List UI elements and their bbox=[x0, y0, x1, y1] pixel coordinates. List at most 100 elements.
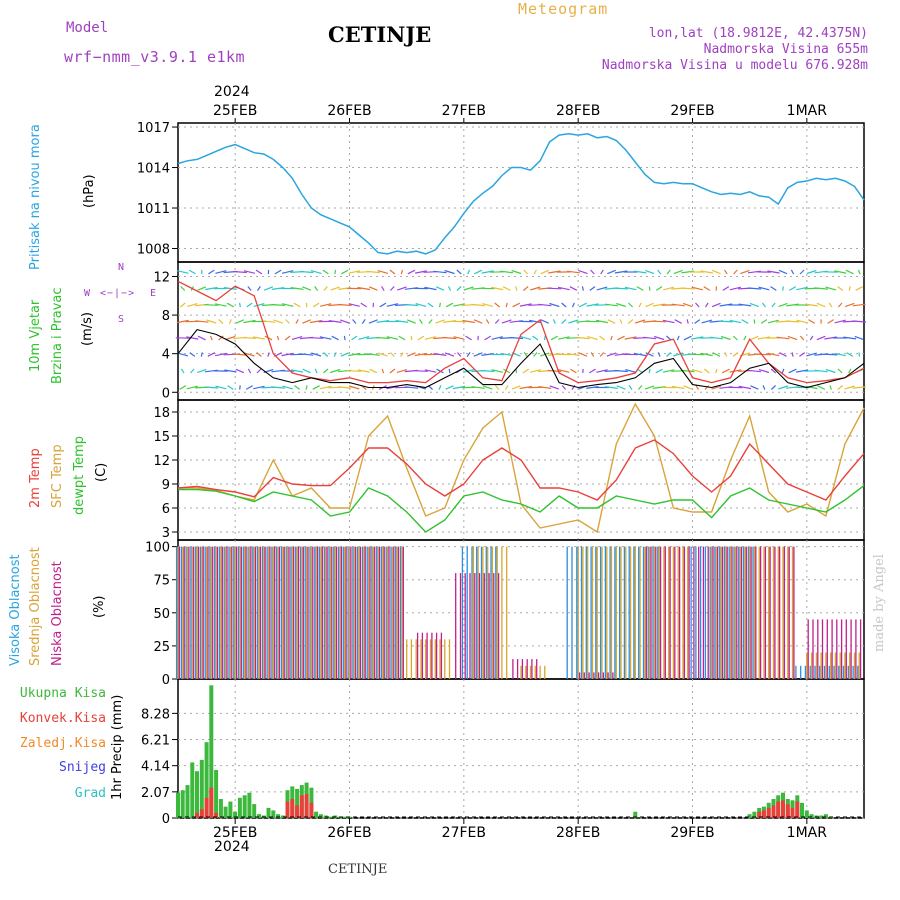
panel-frame bbox=[177, 399, 865, 541]
wind-barb bbox=[686, 319, 689, 324]
wind-barb bbox=[788, 286, 797, 291]
legend-frozen-rain: Zaledj.Kisa bbox=[19, 736, 106, 751]
wind-barb bbox=[700, 352, 713, 357]
wind-barb bbox=[718, 320, 733, 323]
wind-barb bbox=[523, 286, 529, 291]
wind-barb bbox=[607, 269, 616, 275]
wind-barb bbox=[808, 319, 816, 324]
wind-barb bbox=[581, 286, 584, 291]
wind-barb bbox=[226, 302, 235, 308]
wind-barb bbox=[657, 269, 662, 275]
y-tick-label: 18 bbox=[153, 406, 170, 421]
precip-bar-total bbox=[314, 811, 319, 818]
wind-barb bbox=[715, 368, 718, 374]
wind-barb bbox=[360, 302, 368, 308]
wind-barb bbox=[243, 319, 256, 324]
wind-barb bbox=[589, 286, 596, 291]
wind-barb bbox=[790, 269, 795, 275]
wind-barb bbox=[691, 369, 703, 373]
wind-barb bbox=[614, 369, 628, 373]
wind-barb bbox=[299, 270, 314, 274]
y-tick-label: 12 bbox=[153, 454, 170, 469]
wind-barb bbox=[816, 335, 826, 341]
wind-barb bbox=[576, 336, 590, 340]
wind-barb bbox=[666, 269, 671, 275]
wind-barb bbox=[341, 269, 349, 275]
wind-barb bbox=[381, 368, 385, 374]
wind-barb bbox=[663, 286, 675, 291]
compass-rose: N W E S <−|−> bbox=[84, 262, 164, 328]
precip-bar-total bbox=[328, 816, 333, 818]
wind-barb bbox=[290, 369, 304, 373]
wind-barb bbox=[188, 269, 196, 275]
wind-barb bbox=[456, 269, 462, 275]
wind-barb bbox=[378, 352, 388, 357]
wind-barb bbox=[729, 369, 742, 373]
wind-barb bbox=[633, 270, 647, 274]
precip-bar-total bbox=[266, 807, 271, 818]
wind-barb bbox=[606, 352, 617, 357]
wind-barb bbox=[312, 385, 320, 390]
wind-barb bbox=[614, 270, 628, 274]
wind-barb bbox=[504, 385, 509, 390]
wind-barb bbox=[671, 303, 685, 307]
temp-ylabel-2m: 2m Temp bbox=[28, 448, 43, 508]
wind-barb bbox=[343, 335, 346, 341]
wind-barb bbox=[782, 286, 784, 291]
wind-barb bbox=[844, 302, 855, 308]
wind-barb bbox=[505, 302, 508, 308]
wind-barb bbox=[652, 320, 667, 323]
wind-barb bbox=[569, 286, 578, 291]
wind-barb bbox=[361, 319, 366, 324]
wind-barb bbox=[197, 335, 206, 341]
wind-barb bbox=[424, 286, 437, 291]
wind-barb bbox=[624, 336, 637, 340]
wind-barb bbox=[177, 352, 189, 357]
wind-barb bbox=[758, 286, 770, 291]
wind-barb bbox=[494, 385, 500, 390]
wind-barb bbox=[648, 368, 651, 374]
wind-barb bbox=[351, 335, 358, 341]
wind-barb bbox=[406, 319, 416, 324]
wind-barb bbox=[829, 385, 832, 390]
wind-barb bbox=[805, 303, 818, 307]
wind-barb bbox=[852, 320, 867, 323]
precip-bar-total bbox=[176, 792, 180, 818]
wind-barb bbox=[328, 320, 342, 323]
wind-barb bbox=[337, 303, 352, 307]
wind-barb bbox=[533, 352, 538, 357]
wind-barb bbox=[407, 352, 416, 357]
wind-barb bbox=[750, 385, 759, 390]
wind-barb bbox=[596, 369, 608, 373]
wind-barb bbox=[758, 368, 770, 374]
wind-barb bbox=[379, 302, 387, 308]
cloud-unit: (%) bbox=[92, 595, 107, 619]
wind-barb bbox=[256, 368, 262, 374]
wind-barb bbox=[253, 385, 265, 390]
wind-barb bbox=[386, 336, 399, 340]
wind-barb bbox=[695, 385, 700, 390]
precip-bar-total bbox=[190, 762, 195, 818]
wind-barb bbox=[700, 270, 714, 274]
wind-barb bbox=[578, 302, 587, 308]
bottom-day-label: 28FEB bbox=[556, 825, 600, 841]
precip-bar-total bbox=[195, 771, 199, 818]
wind-barb bbox=[548, 270, 561, 274]
wind-barb bbox=[778, 269, 788, 275]
wind-barb bbox=[523, 269, 529, 275]
y-tick-label: 0 bbox=[162, 812, 170, 827]
wind-barb bbox=[453, 336, 465, 340]
wind-barb bbox=[471, 386, 485, 389]
wind-barb bbox=[795, 369, 809, 373]
wind-barb bbox=[558, 369, 570, 373]
precip-bar-convective bbox=[785, 804, 790, 818]
wind-barb bbox=[520, 336, 532, 340]
wind-barb bbox=[538, 303, 552, 307]
wind-barb bbox=[473, 319, 483, 324]
wind-barb bbox=[427, 302, 434, 308]
y-tick-label: 8 bbox=[162, 309, 170, 324]
wind-barb bbox=[776, 336, 790, 340]
wind-barb bbox=[634, 319, 646, 324]
wind-barb bbox=[302, 368, 311, 374]
wind-barb bbox=[787, 335, 798, 341]
